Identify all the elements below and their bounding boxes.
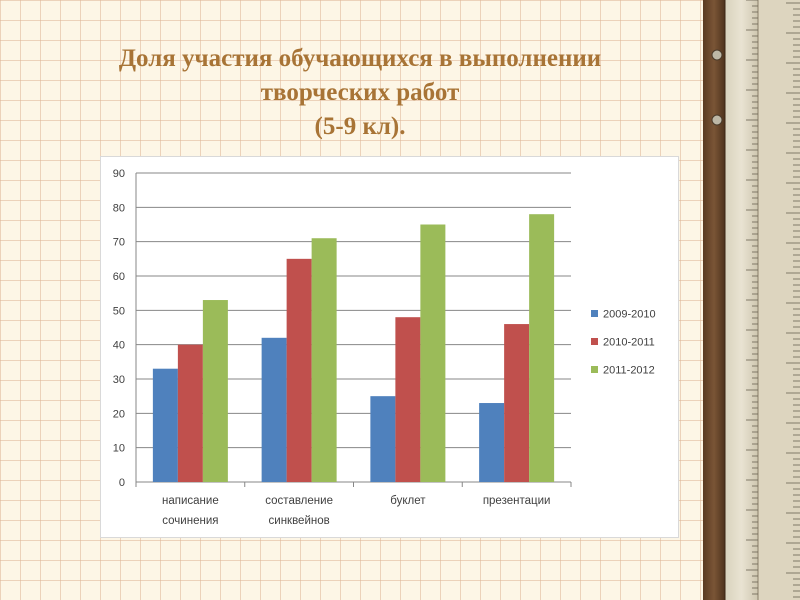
legend-swatch bbox=[591, 338, 598, 345]
y-tick-label: 0 bbox=[119, 477, 125, 489]
title-line-1: Доля участия обучающихся в выполнении bbox=[118, 45, 602, 72]
y-tick-label: 40 bbox=[113, 340, 125, 352]
bar-2010-2011-0 bbox=[177, 344, 203, 482]
bar-2009-2010-1 bbox=[261, 337, 287, 482]
bar-2011-2012-0 bbox=[202, 300, 228, 482]
bar-2009-2010-3 bbox=[479, 403, 505, 482]
x-tick-label: написание bbox=[162, 495, 219, 507]
bar-2009-2010-2 bbox=[370, 396, 396, 482]
bar-chart: 0 10 20 30 40 50 60 70 80 90 написание сочинения сос… bbox=[113, 168, 656, 527]
bar-2010-2011-1 bbox=[286, 258, 312, 482]
y-tick-label: 80 bbox=[113, 202, 125, 214]
bar-2010-2011-3 bbox=[504, 324, 530, 482]
bar-2011-2012-2 bbox=[420, 224, 446, 482]
page-title: Доля участия обучающихся в выполнении тв… bbox=[20, 42, 700, 144]
y-tick-label: 10 bbox=[113, 443, 125, 455]
x-tick-label: презентации bbox=[483, 495, 551, 507]
legend-label: 2011-2012 bbox=[603, 365, 655, 377]
x-tick-label: сочинения bbox=[162, 515, 218, 527]
y-tick-label: 70 bbox=[113, 237, 125, 249]
y-tick-label: 20 bbox=[113, 408, 125, 420]
x-tick-label: синквейнов bbox=[269, 515, 330, 527]
x-tick-label: составление bbox=[265, 495, 333, 507]
bar-2011-2012-3 bbox=[529, 214, 555, 482]
y-tick-label: 50 bbox=[113, 305, 125, 317]
bar-2009-2010-0 bbox=[152, 368, 178, 482]
title-line-3: (5-9 кл). bbox=[314, 113, 406, 140]
legend-swatch bbox=[591, 366, 598, 373]
bar-2010-2011-2 bbox=[395, 317, 421, 482]
x-tick-label: буклет bbox=[390, 495, 426, 507]
y-tick-label: 90 bbox=[113, 168, 125, 180]
y-tick-label: 60 bbox=[113, 271, 125, 283]
chart-card: 0 10 20 30 40 50 60 70 80 90 написание сочинения сос… bbox=[100, 156, 679, 538]
legend-label: 2010-2011 bbox=[603, 337, 655, 349]
legend-swatch bbox=[591, 310, 598, 317]
legend-label: 2009-2010 bbox=[603, 309, 656, 321]
title-line-2: творческих работ bbox=[260, 79, 460, 106]
y-tick-label: 30 bbox=[113, 374, 125, 386]
ruler-decoration bbox=[703, 0, 800, 600]
bar-2011-2012-1 bbox=[311, 238, 337, 482]
